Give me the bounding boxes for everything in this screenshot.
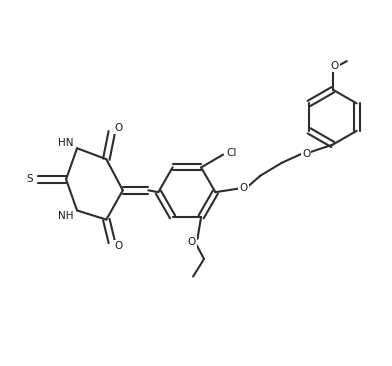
Text: O: O [114, 123, 123, 133]
Text: O: O [114, 241, 123, 251]
Text: O: O [302, 149, 310, 159]
Text: Cl: Cl [226, 148, 236, 158]
Text: S: S [27, 174, 33, 184]
Text: NH: NH [58, 211, 74, 221]
Text: O: O [240, 183, 248, 194]
Text: HN: HN [58, 138, 74, 148]
Text: O: O [330, 60, 339, 71]
Text: O: O [188, 237, 196, 247]
